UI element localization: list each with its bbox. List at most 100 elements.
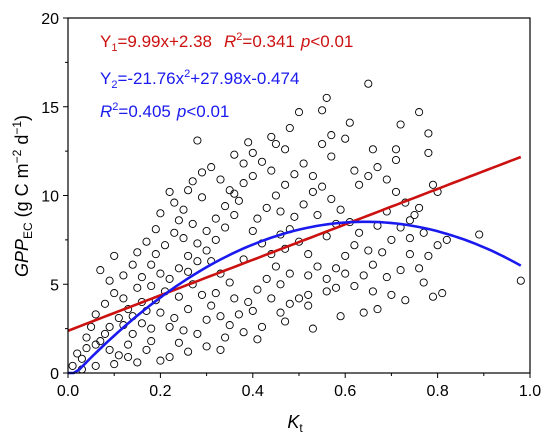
data-point [87,322,96,331]
data-point [322,93,331,102]
fit-linear-equation: Y1=9.99x+2.38 R2=0.341 p<0.01 [100,31,353,54]
data-point [197,193,207,202]
data-point [137,273,146,282]
data-point [230,294,239,303]
data-point [364,79,373,88]
data-point [322,287,331,296]
data-point [174,264,183,273]
data-point [387,235,396,244]
fit-line-quadratic [68,220,522,375]
data-point [405,234,414,243]
data-point [290,170,299,179]
data-point [267,166,276,175]
data-point [188,219,197,228]
data-point [179,326,188,335]
data-point [225,321,234,330]
data-point [193,136,202,145]
data-point [285,269,294,278]
data-point [100,299,110,308]
data-point [91,310,100,319]
data-point [147,337,156,346]
data-point [221,223,230,232]
data-point [424,148,433,157]
data-point [193,239,202,248]
data-point [304,301,313,310]
data-point [124,340,133,349]
data-point [331,283,341,292]
data-point [276,280,285,289]
data-point [96,337,105,346]
x-tick-label: 0.8 [426,383,448,400]
data-point [234,310,243,319]
data-point [267,294,276,303]
data-point [364,171,373,181]
data-point [391,187,401,196]
data-point [239,179,248,188]
data-point [281,180,290,189]
data-point [77,354,86,363]
data-point [114,351,123,360]
data-point [184,267,193,276]
data-point [271,139,280,149]
data-point [350,166,359,175]
data-point [221,333,230,342]
data-point [341,269,350,278]
data-point [248,148,257,157]
data-point [355,228,364,237]
data-point [290,212,299,221]
data-point [253,285,262,294]
x-tick-label: 0.6 [334,383,356,400]
data-point [142,345,151,354]
data-point [415,264,424,273]
y-axis-title: GPPEC (g C m−2 d−1) [10,115,35,277]
data-point [415,203,424,212]
data-points [68,79,525,374]
y-tick-label: 10 [41,189,59,206]
data-point [410,210,419,220]
data-point [424,129,433,138]
data-point [105,345,114,354]
data-point [193,329,202,338]
data-point [165,187,174,196]
data-point [147,324,156,333]
data-point [133,283,142,292]
data-point [262,203,271,212]
data-point [308,324,317,333]
data-point [151,225,160,234]
data-point [281,145,290,154]
axis-ticks: 0.0 0.2 0.4 0.6 0.8 1.0 0 5 10 15 20 [41,11,541,400]
data-point [207,163,216,172]
data-point [197,290,207,299]
data-point [313,262,322,271]
data-point [165,322,174,331]
data-point [211,235,220,244]
data-point [239,328,248,337]
data-point [105,276,114,285]
data-point [96,266,105,275]
data-point [184,347,193,356]
data-point [128,260,137,269]
data-point [327,152,336,161]
data-point [382,273,391,282]
data-point [170,228,179,237]
data-point [391,145,401,154]
data-point [239,159,248,168]
data-point [82,344,91,353]
data-point [147,260,156,269]
data-point [165,352,174,362]
data-point [428,292,438,301]
data-point [110,289,119,298]
data-point [133,248,142,257]
data-point [424,251,433,260]
data-point [318,182,327,191]
fit-quadratic-equation: Y2=-21.76x2+27.98x-0.474 [100,68,299,91]
data-point [294,294,304,303]
data-point [419,278,428,287]
data-point [248,306,257,315]
data-point [197,168,207,177]
data-point [253,335,262,344]
data-point [68,361,77,370]
data-point [308,171,317,181]
data-point [318,139,327,149]
data-point [73,349,82,358]
